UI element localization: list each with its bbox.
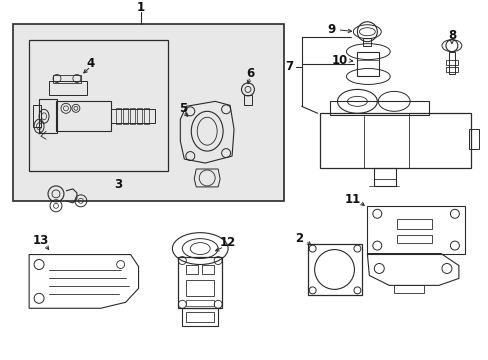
Bar [178,257,222,308]
Bar [186,312,214,322]
Bar [393,285,423,293]
Bar [129,108,134,124]
Bar [116,108,121,124]
Text: 12: 12 [220,236,236,249]
Bar [186,280,214,296]
Bar [56,102,110,131]
Text: 7: 7 [285,60,293,73]
Bar [110,109,155,123]
Bar [396,219,431,229]
Bar [468,129,478,149]
Bar [329,102,428,115]
Bar [186,265,198,274]
Text: 8: 8 [447,29,455,42]
Bar [366,206,464,253]
Bar [49,81,87,95]
Bar [122,108,127,124]
Bar [186,300,214,306]
Bar [33,105,41,127]
Text: 2: 2 [294,232,302,245]
Bar [396,235,431,243]
Text: 11: 11 [344,193,360,206]
Text: 4: 4 [86,57,95,70]
Bar [136,108,141,124]
Bar [319,113,470,168]
Bar [53,76,81,84]
Text: 3: 3 [114,179,122,192]
Bar [445,67,457,72]
Bar [373,168,395,186]
Bar [357,51,379,76]
Bar [448,51,454,73]
Bar [363,38,370,46]
Text: 10: 10 [331,54,347,67]
Text: 5: 5 [179,102,187,115]
Text: 9: 9 [327,23,335,36]
Text: 1: 1 [136,1,144,14]
Bar [202,265,214,274]
Bar [143,108,148,124]
Bar [445,59,457,64]
Text: 13: 13 [33,234,49,247]
Bar [244,95,251,105]
Bar [29,40,168,171]
Bar [39,99,57,133]
Bar [13,24,283,201]
Text: 6: 6 [245,67,254,80]
Bar [182,308,218,326]
Bar [307,244,362,295]
